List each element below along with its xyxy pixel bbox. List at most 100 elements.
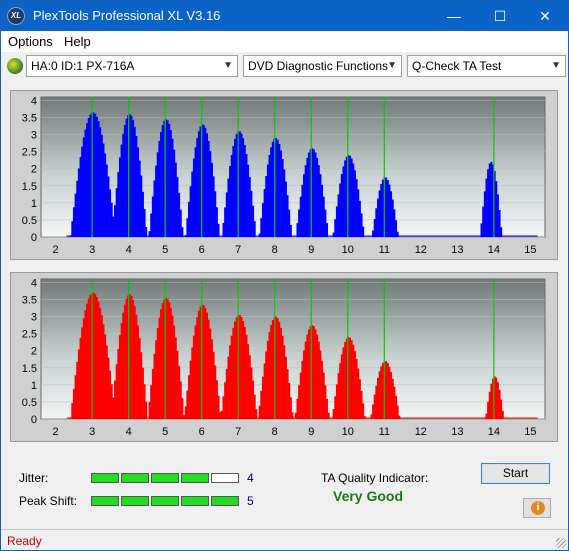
histogram-bar	[183, 415, 186, 419]
histogram-bar	[161, 303, 164, 419]
histogram-bar	[278, 322, 281, 419]
drive-select[interactable]: HA:0 ID:1 PX-716A ▼	[26, 55, 238, 77]
histogram-bar	[84, 129, 87, 237]
histogram-bar	[71, 403, 74, 419]
menu-help[interactable]: Help	[64, 34, 91, 49]
histogram-bar	[358, 200, 361, 237]
peak-shift-gauge-segment	[121, 496, 149, 506]
histogram-bar	[385, 177, 388, 237]
histogram-bar	[215, 380, 218, 419]
histogram-bar	[227, 356, 230, 419]
histogram-bar	[197, 131, 200, 237]
histogram-bar	[230, 335, 233, 419]
test-select[interactable]: Q-Check TA Test ▼	[407, 55, 566, 77]
histogram-bar	[253, 221, 256, 237]
histogram-bar	[189, 360, 192, 419]
histogram-bar	[345, 156, 348, 237]
histogram-bar	[284, 356, 287, 419]
x-tick-label: 6	[199, 426, 205, 438]
histogram-bar	[388, 366, 391, 419]
histogram-bar	[280, 327, 282, 419]
histogram-bar	[194, 147, 197, 237]
histogram-bar	[81, 327, 84, 419]
menu-options[interactable]: Options	[8, 34, 53, 49]
jitter-gauge-segment	[151, 473, 179, 483]
histogram-bar	[393, 386, 396, 419]
maximize-button[interactable]: ☐	[493, 8, 507, 24]
histogram-bar	[312, 149, 315, 237]
info-button[interactable]: i	[523, 498, 551, 518]
histogram-bar	[153, 354, 156, 419]
resize-grip-icon[interactable]	[556, 538, 566, 548]
histogram-bar	[242, 138, 245, 237]
x-tick-label: 15	[524, 426, 536, 438]
histogram-bar	[380, 366, 383, 419]
histogram-bar	[120, 322, 123, 419]
histogram-bar	[204, 307, 207, 419]
histogram-bar	[95, 297, 98, 419]
histogram-bar	[276, 139, 279, 237]
histogram-bar	[181, 227, 184, 237]
histogram-bar	[288, 382, 291, 419]
y-tick-label: 4	[31, 95, 37, 107]
histogram-bar	[211, 162, 213, 237]
histogram-bar	[339, 363, 342, 419]
histogram-bar	[500, 227, 503, 237]
function-select[interactable]: DVD Diagnostic Functions ▼	[243, 55, 402, 77]
start-button[interactable]: Start	[481, 463, 550, 484]
histogram-bar	[110, 202, 113, 237]
histogram-bar	[258, 233, 261, 237]
histogram-bar	[396, 231, 399, 237]
ta-quality-value: Very Good	[333, 488, 404, 504]
histogram-bar	[104, 334, 107, 419]
histogram-bar	[271, 320, 274, 419]
histogram-bar	[347, 155, 350, 237]
histogram-bar	[100, 134, 103, 237]
histogram-bar	[306, 157, 309, 237]
status-text: Ready	[7, 534, 42, 548]
histogram-bar	[150, 213, 153, 237]
histogram-bar	[322, 196, 325, 237]
histogram-bar	[276, 318, 279, 419]
histogram-bar	[252, 380, 255, 419]
histogram-bar	[245, 153, 248, 237]
histogram-bar	[390, 191, 393, 237]
histogram-bar	[342, 347, 345, 419]
histogram-bar	[207, 141, 210, 237]
histogram-bar	[84, 310, 87, 419]
minimize-button[interactable]: —	[447, 8, 461, 24]
histogram-bar	[206, 133, 209, 237]
histogram-bar	[248, 355, 251, 419]
x-tick-label: 10	[342, 426, 354, 438]
histogram-bar	[189, 186, 192, 237]
histogram-bar	[130, 295, 133, 419]
histogram-bar	[107, 176, 110, 237]
histogram-bar	[158, 141, 161, 237]
histogram-bar	[353, 170, 356, 237]
histogram-bar	[196, 317, 199, 419]
histogram-bar	[304, 165, 307, 237]
close-button[interactable]: ✕	[539, 8, 551, 24]
histogram-bar	[271, 141, 274, 237]
histogram-bar	[490, 383, 493, 419]
histogram-bar	[219, 411, 222, 419]
histogram-bar	[74, 193, 77, 237]
histogram-bar	[385, 361, 388, 419]
drive-select-value: HA:0 ID:1 PX-716A	[31, 59, 135, 73]
histogram-bar	[352, 344, 355, 419]
histogram-bar	[321, 184, 324, 237]
y-tick-label: 0.5	[22, 215, 37, 227]
histogram-bar	[202, 305, 205, 419]
histogram-bar	[225, 368, 228, 419]
histogram-bar	[286, 195, 289, 237]
histogram-bar	[247, 164, 250, 237]
x-tick-label: 3	[89, 244, 95, 256]
histogram-bar	[307, 152, 310, 237]
histogram-bar	[260, 218, 263, 237]
histogram-bar	[265, 176, 268, 237]
histogram-bar	[79, 157, 82, 237]
histogram-bar	[301, 360, 304, 419]
x-tick-label: 13	[451, 244, 463, 256]
histogram-bar	[317, 341, 320, 419]
title-bar[interactable]: XL PlexTools Professional XL V3.16 — ☐ ✕	[1, 1, 568, 31]
